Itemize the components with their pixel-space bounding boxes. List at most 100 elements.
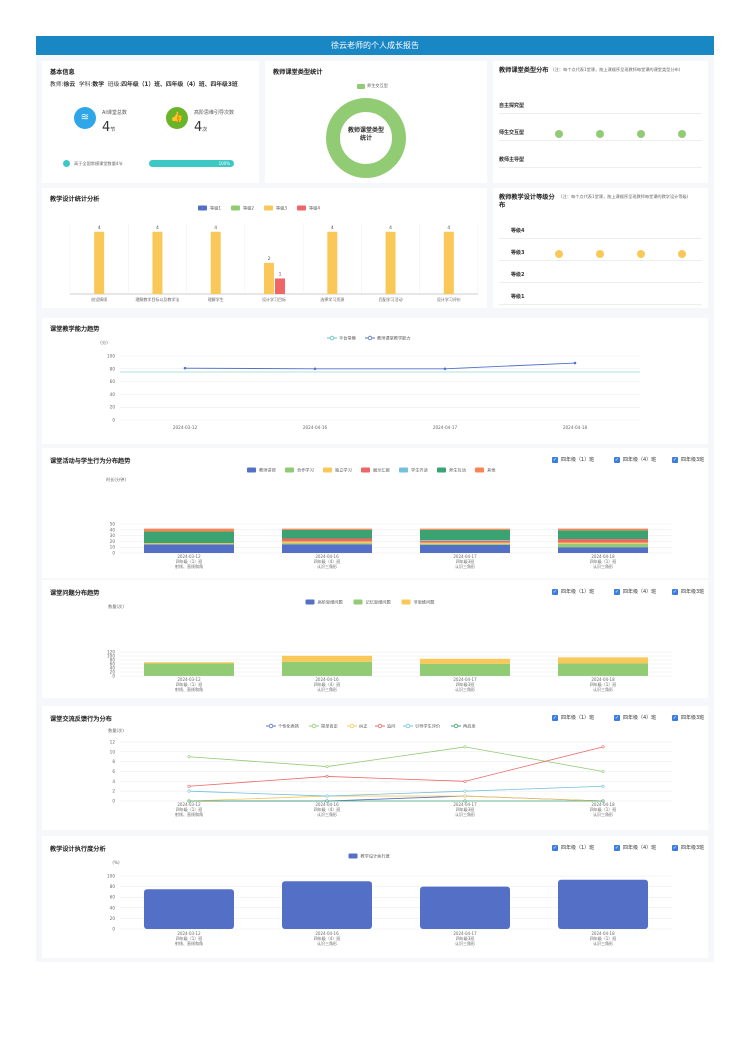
checkbox-check-icon: ✓: [614, 588, 620, 595]
stacked-bar-segment: [282, 528, 372, 530]
ability-title: 课堂教学能力趋势: [50, 326, 100, 333]
stacked-bar-segment: [282, 529, 372, 539]
ability-point: [443, 367, 447, 371]
y-unit-label: 数量(次): [108, 603, 124, 610]
x-tick-label: 2024-04-17: [453, 931, 477, 936]
class-checkbox[interactable]: ✓ 四年级（1）班: [552, 588, 594, 595]
checkbox-label: 四年级3班: [681, 589, 705, 595]
x-tick-label: 四年级（1）班: [176, 806, 203, 812]
class-checkbox[interactable]: ✓ 四年级（1）班: [552, 456, 594, 463]
dist-dot: [678, 130, 686, 138]
design-level-title: 教师教学设计等级分布: [499, 194, 555, 209]
y-tick-label: 30: [110, 533, 116, 538]
checkbox-label: 四年级3班: [681, 845, 705, 851]
bar-value-label: 4: [98, 225, 101, 231]
dist-row-line: [499, 167, 702, 168]
stacked-bar-segment: [558, 530, 648, 540]
activity-card: 课堂活动与学生行为分布趋势 ✓ 四年级（1）班 ✓ 四年级（4）班 ✓ 四年级3班 时长(…: [42, 448, 708, 578]
bar-level3: [385, 231, 396, 294]
design-level-card: 教师教学设计等级分布 (注：每个点代表1堂课，按上课顺序呈现教师每堂课的教学设计…: [493, 188, 708, 308]
high-thinking-label: 高阶思维引导次数: [194, 110, 235, 116]
x-tick-label: 2024-04-17: [433, 425, 458, 430]
dist-dot: [555, 130, 563, 138]
bar-level3: [152, 231, 163, 294]
x-tick-label: 四年级3班: [456, 935, 475, 941]
stacked-bar-segment: [420, 540, 510, 541]
dist-row-label: 师生交互型: [499, 130, 525, 136]
legend-swatch: [348, 853, 358, 859]
feedback-line: [188, 746, 604, 772]
bar-value-label: 4: [389, 225, 392, 231]
legend-label: 平台常模: [339, 335, 357, 342]
feedback-point: [187, 755, 191, 759]
ability-point: [313, 367, 317, 371]
bar-value-label: 1: [279, 271, 282, 277]
checkbox-check-icon: ✓: [614, 844, 620, 851]
class-checkbox[interactable]: ✓ 四年级（4）班: [614, 588, 656, 595]
bar-level3: [443, 231, 454, 294]
ai-count-label: AI课堂总数: [102, 110, 127, 116]
activity-title: 课堂活动与学生行为分布趋势: [50, 458, 131, 465]
x-tick-label: 认识三角形: [593, 686, 613, 692]
class-checkbox[interactable]: ✓ 四年级3班: [672, 588, 704, 595]
ability-card: 课堂教学能力趋势 (分) 平台常模 教师课堂教学能力 100 80 60 40 20 0 2024…: [42, 318, 708, 444]
y-tick-label: 0: [112, 799, 115, 804]
checkbox-check-icon: ✓: [614, 456, 620, 463]
stacked-bar-segment: [282, 544, 372, 553]
legend-label: 高阶思维问题: [318, 599, 344, 606]
dist-row-label: 自主探究型: [499, 103, 525, 109]
report-header: 徐云老师的个人成长报告: [36, 36, 714, 55]
x-tick-label: 2024-04-18: [591, 931, 615, 936]
high-thinking-count: 4次: [194, 120, 208, 135]
feedback-point: [187, 789, 191, 793]
x-tick-label: 2024-03-12: [173, 425, 198, 430]
legend-label: 独立学习: [335, 467, 352, 474]
legend-label: 纠正: [359, 724, 367, 729]
activity-chart: 时长(分钟)教师讲授 合作学习 独立学习 展示汇报 学生齐读 师生互动 其他50403020…: [106, 467, 672, 569]
stacked-bar-segment: [558, 539, 648, 543]
class-checkbox[interactable]: ✓ 四年级3班: [672, 456, 704, 463]
ability-point: [573, 361, 577, 365]
checkbox-label: 四年级（4）班: [623, 715, 657, 721]
legend-swatch: [231, 205, 240, 211]
type-dist-note: (注：每个点代表1堂课，按上课顺序呈现教师每堂课的课堂类型分布): [553, 67, 681, 72]
class-checkbox[interactable]: ✓ 四年级（1）班: [552, 714, 594, 721]
checkbox-label: 四年级3班: [681, 715, 705, 721]
legend-swatch: [357, 83, 365, 89]
checkbox-check-icon: ✓: [672, 714, 678, 721]
y-tick-label: 20: [110, 539, 116, 544]
x-tick-label: 2024-04-17: [453, 554, 477, 559]
checkbox-label: 四年级（4）班: [623, 589, 657, 595]
y-tick-label: 60: [110, 379, 116, 384]
dist-row-label: 等级4: [511, 228, 525, 234]
x-tick-label: 四年级3班: [456, 681, 475, 687]
dist-row-label: 教师主导型: [499, 157, 525, 163]
stacked-bar-segment: [420, 544, 510, 553]
design-stats-chart: 等级1 等级2 等级3 等级4 4 创设情境 4 理解教学目标以及教学法 4 理解学生 2 1 设计学习…: [69, 205, 479, 302]
dist-row-line: [499, 140, 702, 141]
ai-icon: ≋: [74, 107, 96, 129]
checkbox-check-icon: ✓: [672, 844, 678, 851]
y-tick-label: 40: [110, 392, 116, 397]
class-checkbox[interactable]: ✓ 四年级（4）班: [614, 456, 656, 463]
class-checkbox[interactable]: ✓ 四年级（4）班: [614, 714, 656, 721]
execution-bar: [144, 889, 234, 929]
feedback-line: [188, 785, 604, 797]
stacked-bar-segment: [282, 538, 372, 542]
y-tick-label: 40: [110, 666, 116, 671]
legend-label: 合作学习: [297, 467, 314, 474]
class-checkbox[interactable]: ✓ 四年级3班: [672, 844, 704, 851]
legend-swatch: [399, 467, 408, 473]
dist-row-label: 等级3: [511, 250, 525, 256]
type-dist-card: 教师课堂类型分布 (注：每个点代表1堂课，按上课顺序呈现教师每堂课的课堂类型分布…: [493, 61, 708, 183]
bar-value-label: 4: [331, 225, 334, 231]
progress-label: 高于全国常模课堂数量4节: [74, 161, 123, 166]
class-checkbox[interactable]: ✓ 四年级（4）班: [614, 844, 656, 851]
dist-row-label: 等级1: [511, 294, 525, 300]
class-checkbox[interactable]: ✓ 四年级（1）班: [552, 844, 594, 851]
dist-row-line: [499, 304, 702, 305]
stacked-bar-segment: [558, 547, 648, 553]
class-checkbox[interactable]: ✓ 四年级3班: [672, 714, 704, 721]
y-tick-label: 40: [110, 527, 116, 532]
y-tick-label: 80: [110, 658, 116, 663]
